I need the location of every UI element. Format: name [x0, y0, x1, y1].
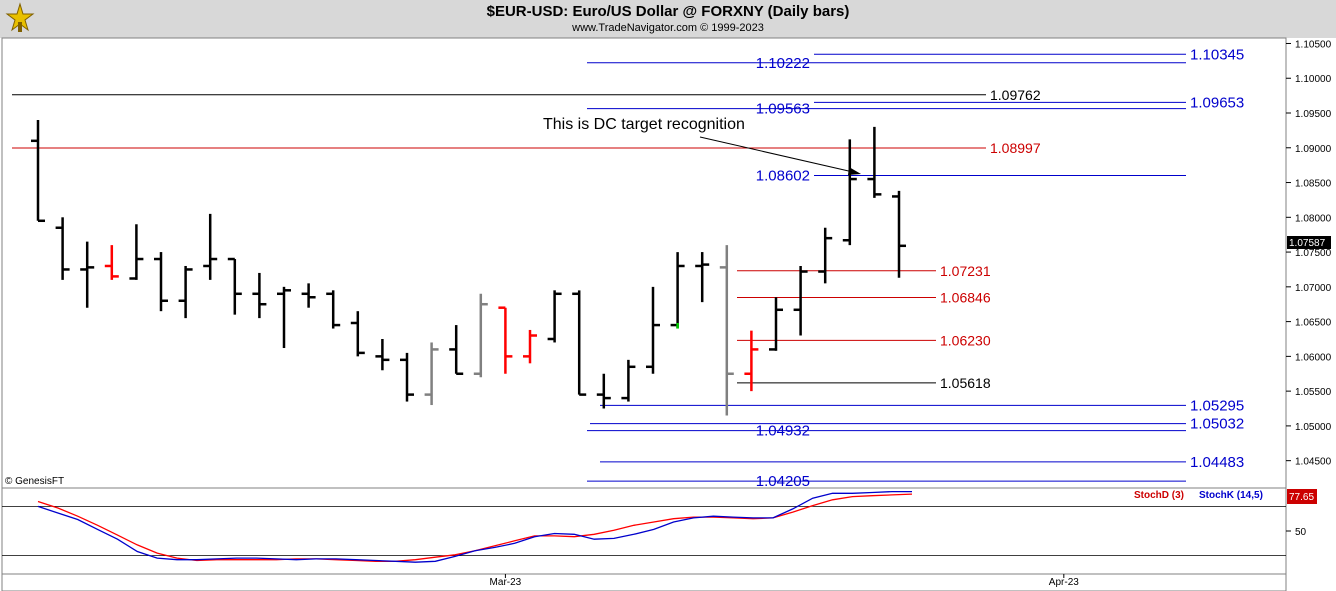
ohlc-bar	[818, 227, 833, 284]
level-label: 1.09563	[756, 101, 810, 118]
ohlc-bar	[104, 245, 119, 280]
legend-stochk: StochK (14,5)	[1199, 490, 1263, 501]
ohlc-bar	[326, 290, 341, 329]
stochastic-lines: 50	[2, 490, 1307, 563]
price-axis-label: 1.07000	[1295, 283, 1332, 294]
ohlc-bar	[572, 290, 587, 396]
level-lines: 1.10345 1.10222 1.09762 1.09653 1.09563 1.089…	[12, 46, 1244, 490]
ohlc-bar	[596, 373, 611, 409]
price-pane	[1, 37, 1287, 489]
stoch-last-text: 77.65	[1289, 492, 1314, 503]
level-label: 1.10345	[1190, 46, 1244, 63]
ohlc-bar	[178, 265, 193, 319]
last-price-text: 1.07587	[1289, 238, 1326, 249]
ohlc-bar	[621, 359, 636, 402]
last-price-badge	[1287, 236, 1331, 249]
date-axis-label: Apr-23	[1049, 577, 1079, 588]
price-axis-label: 1.09500	[1295, 109, 1332, 120]
date-axis-strip	[1, 573, 1287, 591]
ohlc-bar	[449, 325, 464, 375]
price-axis-label: 1.05000	[1295, 422, 1332, 433]
level-label: 1.09762	[990, 87, 1041, 103]
ohlc-bar	[301, 283, 316, 308]
chart-header: $EUR-USD: Euro/US Dollar @ FORXNY (Daily…	[0, 0, 1336, 38]
level-label: 1.05295	[1190, 397, 1244, 414]
trade-navigator-logo-icon	[4, 2, 36, 34]
ohlc-bar	[793, 265, 808, 336]
level-label: 1.08997	[990, 140, 1041, 156]
price-axis-label: 1.10000	[1295, 74, 1332, 85]
ohlc-bar	[523, 329, 537, 364]
ohlc-bar	[473, 293, 488, 378]
ohlc-bar	[842, 139, 857, 246]
level-label: 1.09653	[1190, 94, 1244, 111]
ohlc-bar	[646, 286, 660, 374]
ohlc-bar	[154, 252, 168, 312]
price-axis-label: 1.04500	[1295, 457, 1332, 468]
level-label: 1.04205	[756, 473, 810, 490]
ohlc-bar	[769, 297, 783, 351]
ohlc-bar	[350, 311, 365, 357]
legend-stochd: StochD (3)	[1134, 490, 1184, 501]
ohlc-bar	[227, 257, 242, 315]
annotation-text: This is DC target recognition	[543, 116, 745, 133]
chart-subtitle: www.TradeNavigator.com © 1999-2023	[572, 22, 764, 34]
level-label: 1.04932	[756, 423, 810, 440]
ohlc-bar	[670, 252, 685, 329]
price-axis-label: 1.08500	[1295, 179, 1332, 190]
ohlc-bar	[277, 286, 291, 349]
ohlc-bar	[252, 272, 267, 319]
chart-title: $EUR-USD: Euro/US Dollar @ FORXNY (Daily…	[486, 3, 850, 20]
ohlc-bar	[203, 213, 218, 280]
date-axis-label: Mar-23	[490, 577, 522, 588]
price-axis-label: 1.06000	[1295, 352, 1332, 363]
ohlc-bar	[80, 241, 95, 308]
level-label: 1.06230	[940, 332, 991, 348]
stochastic-pane	[1, 487, 1287, 575]
stoch-series-line	[37, 490, 912, 563]
ohlc-bar	[744, 330, 759, 392]
ohlc-bar	[31, 119, 45, 223]
ohlc-bar	[55, 217, 70, 280]
price-axis: 1.10500 1.10000 1.09500 1.09000 1.08500 1.080…	[1286, 39, 1332, 468]
ohlc-bar	[892, 190, 906, 278]
ohlc-bar	[498, 306, 513, 374]
stoch-axis-label: 50	[1295, 527, 1307, 538]
price-axis-label: 1.05500	[1295, 387, 1332, 398]
ohlc-bar	[867, 126, 882, 198]
annotation-arrow-icon	[699, 136, 861, 175]
ohlc-bar	[400, 352, 414, 402]
ohlc-bar	[695, 252, 710, 303]
level-label: 1.08602	[756, 167, 810, 184]
date-axis: Mar-23 Apr-23	[490, 574, 1079, 588]
ohlc-bar	[129, 224, 144, 280]
level-label: 1.10222	[756, 55, 810, 72]
level-label: 1.07231	[940, 263, 991, 279]
level-label: 1.06846	[940, 290, 991, 306]
ohlc-bar	[719, 245, 734, 416]
price-axis-label: 1.07500	[1295, 248, 1332, 259]
price-axis-label: 1.08000	[1295, 213, 1332, 224]
level-label: 1.04483	[1190, 454, 1244, 471]
ohlc-bar	[375, 338, 390, 371]
ohlc-bar	[547, 290, 562, 343]
price-axis-label: 1.09000	[1295, 144, 1332, 155]
stoch-last-badge	[1287, 489, 1317, 504]
price-axis-label: 1.10500	[1295, 39, 1332, 50]
level-label: 1.05032	[1190, 416, 1244, 433]
price-axis-label: 1.06500	[1295, 318, 1332, 329]
price-bars	[31, 119, 906, 416]
level-label: 1.05618	[940, 375, 991, 391]
copyright-text: © GenesisFT	[5, 476, 64, 487]
ohlc-bar	[424, 342, 439, 406]
